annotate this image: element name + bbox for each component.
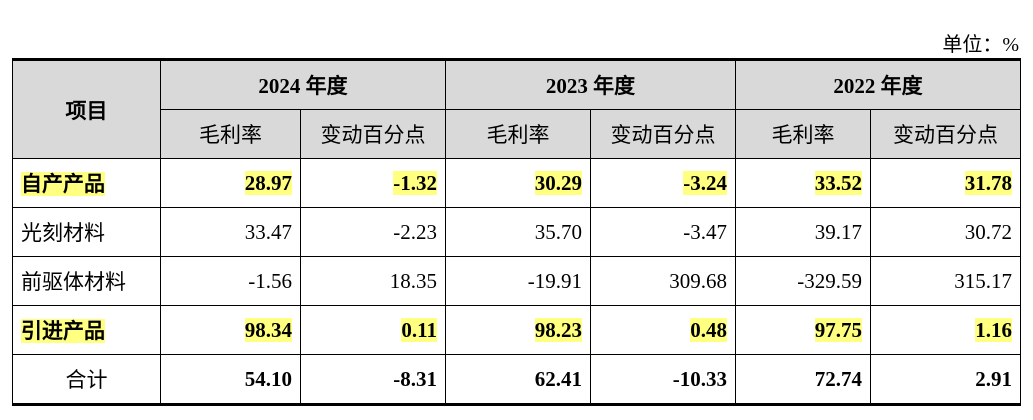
- cell: -19.91: [445, 256, 591, 306]
- cell: 309.68: [590, 256, 736, 306]
- cell: -1.32: [300, 158, 446, 208]
- cell: 0.11: [300, 305, 446, 355]
- cell: 1.16: [870, 305, 1021, 355]
- unit-label: 单位：%: [942, 34, 1019, 56]
- table: 项目 2024 年度 2023 年度 2022 年度 毛利率 变动百分点 毛利率 变动百分…: [12, 58, 1021, 406]
- cell: 315.17: [870, 256, 1021, 306]
- cell: 33.47: [160, 207, 301, 257]
- cell: 2.91: [870, 354, 1021, 406]
- cell: 35.70: [445, 207, 591, 257]
- data-row: 引进产品 98.34 0.11 98.23 0.48 97.75 1.16: [12, 305, 1021, 355]
- cell: -1.56: [160, 256, 301, 306]
- year-header: 2022 年度: [735, 58, 1021, 110]
- cell: -3.24: [590, 158, 736, 208]
- highlight: -1.32: [393, 170, 437, 195]
- sub-header: 毛利率: [735, 109, 871, 159]
- sub-header: 变动百分点: [300, 109, 446, 159]
- data-row: 自产产品 28.97 -1.32 30.29 -3.24 33.52 31.78: [12, 158, 1021, 208]
- row-label: 前驱体材料: [12, 256, 161, 306]
- year-header: 2024 年度: [160, 58, 446, 110]
- data-row: 合计 54.10 -8.31 62.41 -10.33 72.74 2.91: [12, 354, 1021, 406]
- cell: 98.34: [160, 305, 301, 355]
- cell: 0.48: [590, 305, 736, 355]
- sub-header: 毛利率: [160, 109, 301, 159]
- sub-header: 变动百分点: [870, 109, 1021, 159]
- cell: 39.17: [735, 207, 871, 257]
- highlight: 98.34: [244, 317, 292, 342]
- cell: -10.33: [590, 354, 736, 406]
- highlight: 引进产品: [21, 319, 105, 343]
- highlight: 30.29: [534, 170, 582, 195]
- corner-header: 项目: [12, 58, 161, 159]
- cell: 98.23: [445, 305, 591, 355]
- table-head: 项目 2024 年度 2023 年度 2022 年度 毛利率 变动百分点 毛利率 变动百分…: [12, 58, 1021, 159]
- cell: 62.41: [445, 354, 591, 406]
- table-body: 自产产品 28.97 -1.32 30.29 -3.24 33.52 31.78 光刻材料 33…: [12, 158, 1021, 406]
- row-label: 合计: [12, 354, 161, 406]
- cell: -329.59: [735, 256, 871, 306]
- row-label: 自产产品: [12, 158, 161, 208]
- cell: 97.75: [735, 305, 871, 355]
- data-row: 前驱体材料 -1.56 18.35 -19.91 309.68 -329.59 315.17: [12, 256, 1021, 306]
- cell: 31.78: [870, 158, 1021, 208]
- highlight: 1.16: [975, 317, 1012, 342]
- highlight: -3.24: [683, 170, 727, 195]
- sub-header: 毛利率: [445, 109, 591, 159]
- header-row: 毛利率 变动百分点 毛利率 变动百分点 毛利率 变动百分点: [13, 109, 1021, 159]
- cell: 54.10: [160, 354, 301, 406]
- cell: 18.35: [300, 256, 446, 306]
- header-row: 项目 2024 年度 2023 年度 2022 年度: [12, 58, 1021, 159]
- cell: 30.72: [870, 207, 1021, 257]
- data-row: 光刻材料 33.47 -2.23 35.70 -3.47 39.17 30.72: [12, 207, 1021, 257]
- highlight: 28.97: [244, 170, 292, 195]
- cell: -8.31: [300, 354, 446, 406]
- highlight: 31.78: [964, 170, 1012, 195]
- highlight: 98.23: [534, 317, 582, 342]
- cell: 33.52: [735, 158, 871, 208]
- cell: 28.97: [160, 158, 301, 208]
- row-label: 引进产品: [12, 305, 161, 355]
- highlight: 0.11: [401, 317, 437, 342]
- row-label: 光刻材料: [12, 207, 161, 257]
- highlight: 0.48: [690, 317, 727, 342]
- cell: 72.74: [735, 354, 871, 406]
- highlight: 自产产品: [21, 172, 105, 196]
- cell: 30.29: [445, 158, 591, 208]
- sub-header: 变动百分点: [590, 109, 736, 159]
- cell: -3.47: [590, 207, 736, 257]
- cell: -2.23: [300, 207, 446, 257]
- highlight: 97.75: [814, 317, 862, 342]
- highlight: 33.52: [814, 170, 862, 195]
- year-header: 2023 年度: [445, 58, 736, 110]
